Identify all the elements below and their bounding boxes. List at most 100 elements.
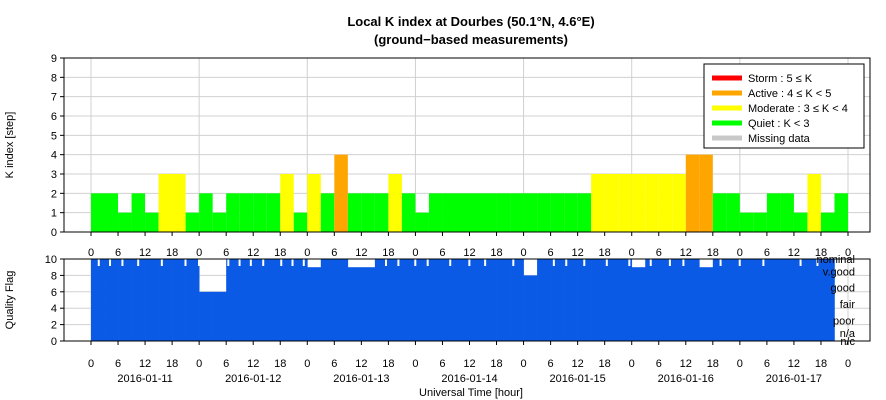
k-y-tick-label: 5 xyxy=(51,130,57,142)
quality-gap xyxy=(816,259,819,266)
q-x-tick-label: 6 xyxy=(439,358,445,370)
quality-bar xyxy=(347,267,362,341)
k-x-tick-label: 6 xyxy=(115,247,121,259)
k-x-tick-label: 0 xyxy=(412,247,418,259)
q-x-tick-label: 0 xyxy=(845,358,851,370)
quality-gap xyxy=(799,259,802,266)
quality-flag-label: good xyxy=(831,283,855,295)
k-index-bar xyxy=(496,193,511,232)
k-y-tick-label: 8 xyxy=(51,72,57,84)
quality-gap xyxy=(397,259,400,266)
k-x-tick-label: 12 xyxy=(680,247,692,259)
quality-gap xyxy=(762,259,765,266)
q-x-tick-label: 0 xyxy=(88,358,94,370)
quality-bar xyxy=(672,259,687,341)
k-index-bar xyxy=(212,212,227,232)
k-index-bar xyxy=(199,193,213,232)
legend-label: Storm : 5 ≤ K xyxy=(748,73,813,85)
date-labels: 2016-01-11 2016-01-12 2016-01-13 2016-01-14… xyxy=(117,373,822,385)
q-x-tick-label: 6 xyxy=(115,358,121,370)
quality-bar xyxy=(320,259,335,341)
k-x-tick-label: 6 xyxy=(656,247,662,259)
quality-gap xyxy=(160,259,163,266)
quality-bar xyxy=(793,259,808,341)
k-index-x-ticks: 0 6 12 18 0 6 12 18 0 6 12 18 0 6 12 18 0 6 12 18 0 6 12 18 0 6 12… xyxy=(88,232,851,259)
q-y-tick-label: 0 xyxy=(51,336,57,348)
k-index-bar xyxy=(145,212,159,232)
legend-label: Quiet : K < 3 xyxy=(748,118,809,130)
quality-bar xyxy=(334,259,349,341)
q-x-tick-label: 6 xyxy=(764,358,770,370)
quality-bar xyxy=(726,259,741,341)
q-x-tick-label: 0 xyxy=(196,358,202,370)
quality-gap xyxy=(184,259,187,266)
quality-gap xyxy=(719,259,722,266)
quality-bar xyxy=(131,259,146,341)
quality-gap xyxy=(426,259,429,266)
q-x-tick-label: 18 xyxy=(599,358,611,370)
k-x-tick-label: 12 xyxy=(463,247,475,259)
k-index-bar xyxy=(591,174,605,232)
k-y-tick-label: 0 xyxy=(51,227,57,239)
q-x-tick-label: 18 xyxy=(815,358,827,370)
q-x-tick-label: 0 xyxy=(737,358,743,370)
q-x-tick-label: 18 xyxy=(707,358,719,370)
q-x-tick-label: 12 xyxy=(680,358,692,370)
quality-gap xyxy=(565,259,568,266)
quality-gap xyxy=(385,259,388,266)
quality-bar xyxy=(280,259,295,341)
quality-gap xyxy=(414,259,417,266)
k-y-tick-label: 7 xyxy=(51,92,57,104)
quality-bar xyxy=(104,259,119,341)
legend-label: Missing data xyxy=(748,133,811,145)
quality-bar xyxy=(469,259,484,341)
quality-gap xyxy=(512,259,515,266)
k-index-bar xyxy=(91,193,105,232)
quality-flag-label: v.good xyxy=(823,266,855,278)
quality-panel: 0 2 4 6 8 10 0 6 12 18 0 6 12 18 0 6 12 18 0 6 12 18 0 6 12 18 0 6… xyxy=(4,254,871,399)
quality-gap xyxy=(227,259,230,266)
quality-bar xyxy=(820,259,835,341)
quality-frame xyxy=(63,258,871,342)
quality-bar xyxy=(685,259,700,341)
k-index-frame xyxy=(63,57,871,233)
k-x-tick-label: 18 xyxy=(166,247,178,259)
q-y-tick-label: 4 xyxy=(51,303,57,315)
quality-gap xyxy=(583,259,586,266)
date-label: 2016-01-17 xyxy=(766,373,822,385)
date-label: 2016-01-13 xyxy=(333,373,389,385)
quality-bar xyxy=(807,259,822,341)
k-index-bar xyxy=(645,174,659,232)
quality-gap xyxy=(214,259,217,266)
quality-bar xyxy=(604,259,619,341)
quality-bar xyxy=(172,259,186,341)
k-x-tick-label: 0 xyxy=(737,247,743,259)
quality-gap xyxy=(198,259,201,266)
quality-bar xyxy=(658,259,673,341)
k-index-bar xyxy=(334,154,348,232)
quality-bar xyxy=(537,259,551,341)
k-index-y-axis-label: K index [step] xyxy=(4,112,16,179)
k-index-bar xyxy=(172,174,186,232)
quality-bar xyxy=(712,259,727,341)
quality-bar xyxy=(361,267,376,341)
quality-gap xyxy=(700,259,703,266)
k-index-bar xyxy=(280,174,294,232)
k-index-bar xyxy=(131,193,146,232)
quality-bar xyxy=(212,291,227,341)
k-index-bar xyxy=(361,193,375,232)
k-x-tick-label: 18 xyxy=(382,247,394,259)
k-index-bars xyxy=(91,154,848,232)
k-index-bar xyxy=(577,193,592,232)
q-x-tick-label: 12 xyxy=(572,358,584,370)
quality-gap xyxy=(109,259,112,266)
q-y-tick-label: 2 xyxy=(51,320,57,332)
k-index-bar xyxy=(428,193,443,232)
quality-bar xyxy=(442,259,457,341)
k-index-bar xyxy=(685,154,700,232)
quality-flag-label: n/a xyxy=(840,328,856,340)
k-index-bar xyxy=(523,193,538,232)
q-x-tick-label: 12 xyxy=(463,358,475,370)
quality-gap xyxy=(682,259,685,266)
k-x-tick-label: 12 xyxy=(572,247,584,259)
